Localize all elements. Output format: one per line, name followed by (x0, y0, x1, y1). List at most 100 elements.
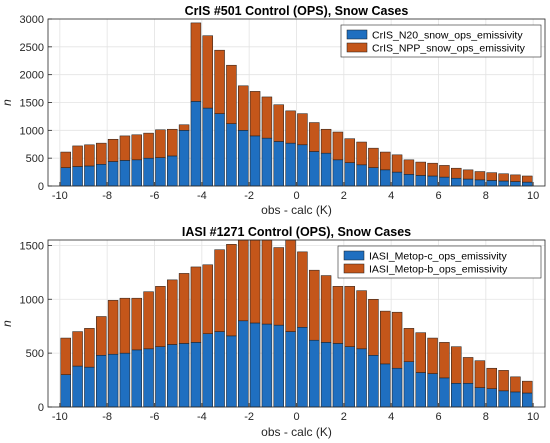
bar-IASI_Metop-b_ops_emissivity (131, 297, 142, 351)
legend-label: IASI_Metop-c_ops_emissivity (369, 251, 507, 263)
bar-CrIS_N20_snow_ops_emissivity (439, 176, 450, 187)
x-tick-label: 10 (527, 411, 539, 423)
bar-IASI_Metop-b_ops_emissivity (510, 376, 521, 393)
bar-IASI_Metop-b_ops_emissivity (332, 286, 344, 344)
y-axis-label: n (0, 320, 14, 327)
bar-CrIS_N20_snow_ops_emissivity (226, 123, 237, 187)
bar-CrIS_N20_snow_ops_emissivity (403, 174, 415, 187)
bar-CrIS_NPP_snow_ops_emissivity (273, 104, 284, 142)
bar-CrIS_NPP_snow_ops_emissivity (143, 132, 154, 159)
x-tick-label: 6 (435, 190, 441, 202)
x-tick-label: -8 (102, 190, 112, 202)
bar-CrIS_N20_snow_ops_emissivity (155, 157, 166, 187)
bar-IASI_Metop-c_ops_emissivity (190, 342, 202, 408)
bar-IASI_Metop-c_ops_emissivity (486, 388, 497, 408)
bar-IASI_Metop-c_ops_emissivity (356, 348, 367, 408)
bar-IASI_Metop-b_ops_emissivity (415, 332, 426, 373)
bar-IASI_Metop-c_ops_emissivity (119, 352, 131, 408)
bar-CrIS_NPP_snow_ops_emissivity (167, 128, 178, 157)
bar-IASI_Metop-b_ops_emissivity (320, 275, 332, 343)
x-tick-label: 10 (527, 190, 539, 202)
bar-IASI_Metop-c_ops_emissivity (214, 331, 225, 408)
bar-IASI_Metop-b_ops_emissivity (167, 279, 178, 345)
bar-IASI_Metop-b_ops_emissivity (462, 357, 474, 384)
bar-IASI_Metop-c_ops_emissivity (391, 367, 403, 408)
x-tick-label: -8 (102, 411, 112, 423)
y-tick-label: 500 (26, 348, 44, 360)
y-tick-label: 1000 (20, 294, 44, 306)
x-tick-label: 0 (293, 190, 299, 202)
bar-IASI_Metop-c_ops_emissivity (178, 343, 190, 408)
bar-CrIS_N20_snow_ops_emissivity (332, 159, 344, 187)
legend-swatch (343, 263, 365, 274)
bar-CrIS_N20_snow_ops_emissivity (202, 107, 213, 187)
legend-label: CrIS_N20_snow_ops_emissivity (372, 30, 523, 42)
bar-CrIS_NPP_snow_ops_emissivity (522, 175, 533, 183)
chart-title: IASI #1271 Control (OPS), Snow Cases (182, 225, 411, 239)
legend-label: IASI_Metop-b_ops_emissivity (369, 264, 508, 276)
x-tick-label: -10 (52, 190, 68, 202)
bar-IASI_Metop-c_ops_emissivity (167, 344, 178, 408)
bar-CrIS_NPP_snow_ops_emissivity (320, 128, 332, 154)
bar-CrIS_NPP_snow_ops_emissivity (510, 174, 521, 182)
bar-CrIS_N20_snow_ops_emissivity (72, 166, 83, 187)
bar-CrIS_NPP_snow_ops_emissivity (380, 151, 391, 171)
bar-CrIS_N20_snow_ops_emissivity (238, 130, 249, 187)
bar-CrIS_NPP_snow_ops_emissivity (238, 85, 249, 131)
bar-IASI_Metop-c_ops_emissivity (344, 346, 355, 408)
bar-CrIS_NPP_snow_ops_emissivity (285, 110, 296, 144)
x-tick-label: -4 (197, 411, 207, 423)
bar-CrIS_N20_snow_ops_emissivity (96, 164, 107, 187)
bar-CrIS_NPP_snow_ops_emissivity (486, 172, 497, 181)
bar-CrIS_N20_snow_ops_emissivity (474, 179, 486, 187)
bar-CrIS_N20_snow_ops_emissivity (131, 159, 142, 187)
legend-label: CrIS_NPP_snow_ops_emissivity (372, 43, 526, 55)
bar-IASI_Metop-b_ops_emissivity (498, 370, 509, 392)
x-tick-label: 0 (293, 411, 299, 423)
x-tick-label: 6 (435, 411, 441, 423)
bar-CrIS_NPP_snow_ops_emissivity (60, 151, 71, 168)
y-tick-label: 2500 (20, 42, 44, 54)
bar-CrIS_N20_snow_ops_emissivity (143, 157, 154, 187)
bar-CrIS_NPP_snow_ops_emissivity (107, 138, 119, 162)
bar-CrIS_NPP_snow_ops_emissivity (131, 134, 142, 161)
bar-IASI_Metop-b_ops_emissivity (261, 239, 273, 325)
x-tick-label: 4 (388, 190, 394, 202)
bar-IASI_Metop-b_ops_emissivity (403, 328, 415, 362)
bar-IASI_Metop-b_ops_emissivity (427, 337, 438, 374)
bar-IASI_Metop-b_ops_emissivity (226, 244, 237, 337)
bar-CrIS_NPP_snow_ops_emissivity (332, 131, 344, 161)
bar-CrIS_NPP_snow_ops_emissivity (202, 35, 213, 109)
legend-box (340, 24, 542, 58)
bar-CrIS_N20_snow_ops_emissivity (498, 180, 509, 187)
x-tick-label: 2 (341, 190, 347, 202)
bar-CrIS_NPP_snow_ops_emissivity (474, 171, 486, 181)
bar-CrIS_N20_snow_ops_emissivity (320, 152, 332, 187)
bar-IASI_Metop-c_ops_emissivity (462, 383, 474, 408)
bar-IASI_Metop-b_ops_emissivity (214, 249, 225, 332)
x-tick-label: -2 (244, 411, 254, 423)
bar-CrIS_N20_snow_ops_emissivity (391, 171, 403, 187)
bar-IASI_Metop-c_ops_emissivity (498, 390, 509, 408)
bar-CrIS_NPP_snow_ops_emissivity (356, 141, 367, 166)
bar-IASI_Metop-c_ops_emissivity (332, 343, 344, 408)
bar-IASI_Metop-c_ops_emissivity (380, 363, 391, 408)
bar-CrIS_NPP_snow_ops_emissivity (190, 22, 202, 102)
bar-IASI_Metop-c_ops_emissivity (202, 333, 213, 408)
bar-IASI_Metop-b_ops_emissivity (96, 316, 107, 356)
bar-CrIS_N20_snow_ops_emissivity (60, 167, 71, 187)
bar-IASI_Metop-c_ops_emissivity (131, 349, 142, 408)
bar-CrIS_N20_snow_ops_emissivity (356, 164, 367, 187)
y-axis-label: n (0, 99, 14, 106)
bar-IASI_Metop-c_ops_emissivity (415, 372, 426, 408)
bar-IASI_Metop-b_ops_emissivity (60, 337, 71, 375)
chart-panel-2: -10 -8 -6 -4 -2 0 2 4 6 8 10 0 500 1000 1500 IASI #1271… (0, 225, 546, 439)
bar-CrIS_N20_snow_ops_emissivity (107, 161, 119, 187)
bar-IASI_Metop-b_ops_emissivity (451, 346, 462, 384)
bar-CrIS_NPP_snow_ops_emissivity (84, 144, 95, 167)
bar-IASI_Metop-b_ops_emissivity (356, 290, 367, 350)
bar-IASI_Metop-b_ops_emissivity (285, 239, 296, 332)
x-tick-label: 8 (483, 190, 489, 202)
bar-IASI_Metop-c_ops_emissivity (427, 373, 438, 408)
